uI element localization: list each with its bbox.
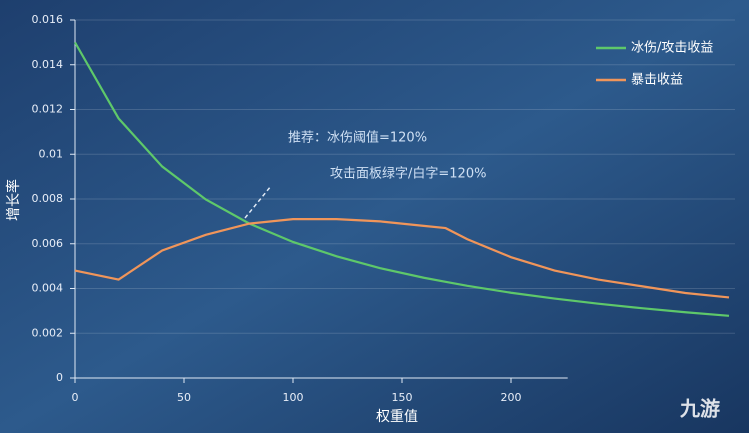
y-tick-label: 0.008 — [32, 192, 64, 205]
legend-label: 暴击收益 — [631, 73, 683, 88]
y-tick-label: 0.016 — [32, 13, 64, 26]
watermark: 九游 — [679, 397, 720, 421]
x-tick-label: 100 — [283, 391, 304, 404]
annotation: 推荐：冰伤阈值=120% — [288, 130, 427, 146]
y-tick-label: 0.004 — [32, 282, 64, 295]
y-tick-label: 0.01 — [39, 147, 64, 160]
y-tick-label: 0.012 — [32, 103, 64, 116]
line — [74, 218, 730, 299]
y-tick-label: 0 — [56, 371, 63, 384]
y-axis-label: 增长率 — [5, 179, 22, 221]
x-tick-label: 50 — [177, 391, 191, 404]
y-tick-label: 0.006 — [32, 237, 64, 250]
x-tick-label: 200 — [501, 391, 522, 404]
x-axis-label: 权重值 — [376, 409, 418, 425]
line — [74, 41, 730, 317]
y-tick-label: 0.014 — [32, 58, 64, 71]
x-tick-label: 150 — [392, 391, 413, 404]
x-tick-label: 0 — [72, 391, 79, 404]
annotation: 攻击面板绿字/白字=120% — [330, 166, 486, 182]
legend-label: 冰伤/攻击收益 — [631, 41, 713, 56]
y-tick-label: 0.002 — [32, 326, 64, 339]
